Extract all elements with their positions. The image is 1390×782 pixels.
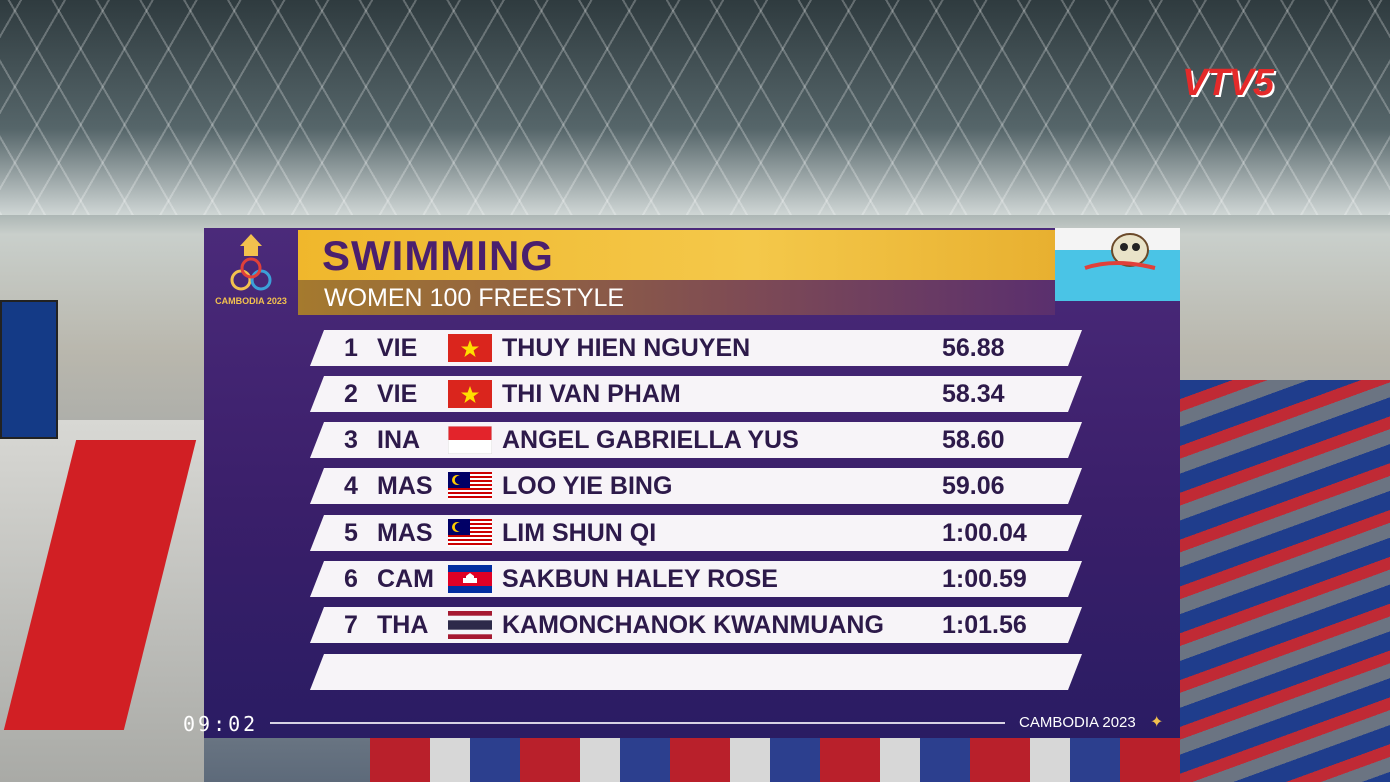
country: VIE — [377, 334, 418, 362]
empty-row — [310, 654, 1082, 690]
flag — [448, 472, 492, 500]
flag — [448, 519, 492, 547]
rank: 2 — [344, 380, 358, 408]
time: 1:00.04 — [942, 519, 1027, 547]
footer-event: CAMBODIA 2023 — [1019, 714, 1136, 731]
country: INA — [377, 426, 421, 454]
time: 1:00.59 — [942, 565, 1027, 593]
rank: 4 — [344, 472, 358, 500]
flag — [448, 426, 492, 454]
rank: 7 — [344, 611, 358, 639]
time: 58.60 — [942, 426, 1005, 454]
result-row: 6 CAM SAKBUN HALEY ROSE 1:00.59 — [310, 561, 1082, 597]
result-row: 1 VIE THUY HIEN NGUYEN 56.88 — [310, 330, 1082, 366]
athlete-name: LIM SHUN QI — [502, 519, 657, 547]
title-bar — [298, 230, 1055, 280]
event-logo-art — [230, 234, 272, 291]
star-icon: ✦ — [1150, 714, 1164, 731]
athlete-name: KAMONCHANOK KWANMUANG — [502, 611, 884, 639]
country: THA — [377, 611, 429, 639]
rank: 6 — [344, 565, 358, 593]
scoreboard — [0, 300, 58, 439]
result-row: 3 INA ANGEL GABRIELLA YUS 58.60 — [310, 422, 1082, 458]
time: 56.88 — [942, 334, 1005, 362]
subtitle-bar — [298, 280, 1055, 315]
result-row: 2 VIE THI VAN PHAM 58.34 — [310, 376, 1082, 412]
athlete-name: ANGEL GABRIELLA YUS — [502, 426, 799, 454]
athlete-name: LOO YIE BING — [502, 472, 673, 500]
result-row: 7 THA KAMONCHANOK KWANMUANG 1:01.56 — [310, 607, 1082, 643]
stand-seats — [1180, 380, 1390, 782]
event-logo-text: CAMBODIA 2023 — [215, 296, 287, 306]
rank: 1 — [344, 334, 358, 362]
country: CAM — [377, 565, 434, 593]
result-row: 4 MAS LOO YIE BING 59.06 — [310, 468, 1082, 504]
time: 1:01.56 — [942, 611, 1027, 639]
athlete-name: THI VAN PHAM — [502, 380, 681, 408]
subtitle: WOMEN 100 FREESTYLE — [324, 284, 625, 312]
clock: 09:02 — [183, 712, 259, 736]
front-seats — [370, 738, 1180, 782]
mascot — [1055, 228, 1180, 301]
title: SWIMMING — [322, 232, 554, 279]
time: 58.34 — [942, 380, 1005, 408]
flag — [448, 334, 492, 362]
athlete-name: THUY HIEN NGUYEN — [502, 334, 751, 362]
channel-logo: VTV5 — [1182, 62, 1274, 104]
time: 59.06 — [942, 472, 1005, 500]
country: VIE — [377, 380, 418, 408]
arena-roof — [0, 0, 1390, 215]
flag — [448, 565, 492, 593]
footer-line — [270, 722, 1005, 724]
rank: 3 — [344, 426, 358, 454]
flag — [448, 380, 492, 408]
flag — [448, 611, 492, 639]
athlete-name: SAKBUN HALEY ROSE — [502, 565, 778, 593]
country: MAS — [377, 472, 433, 500]
country: MAS — [377, 519, 433, 547]
rank: 5 — [344, 519, 358, 547]
result-row: 5 MAS LIM SHUN QI 1:00.04 — [310, 515, 1082, 551]
